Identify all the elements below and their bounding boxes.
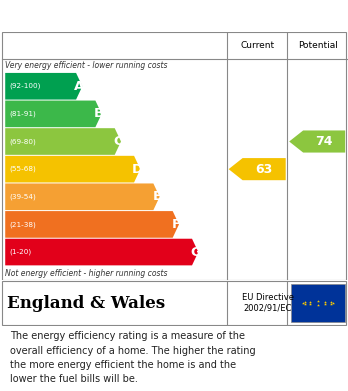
Polygon shape [5, 183, 160, 210]
Text: The energy efficiency rating is a measure of the
overall efficiency of a home. T: The energy efficiency rating is a measur… [10, 331, 256, 384]
Text: (21-38): (21-38) [9, 221, 36, 228]
Text: (69-80): (69-80) [9, 138, 36, 145]
Polygon shape [5, 239, 198, 265]
Polygon shape [289, 131, 345, 152]
Text: EU Directive
2002/91/EC: EU Directive 2002/91/EC [242, 293, 294, 313]
Text: (92-100): (92-100) [9, 83, 41, 90]
Bar [291, 284, 345, 322]
Text: G: G [190, 246, 201, 258]
Polygon shape [5, 156, 140, 183]
Text: 74: 74 [315, 135, 333, 148]
Text: Not energy efficient - higher running costs: Not energy efficient - higher running co… [5, 269, 168, 278]
Text: B: B [94, 108, 104, 120]
Polygon shape [5, 128, 121, 155]
Polygon shape [5, 100, 102, 127]
Polygon shape [5, 73, 82, 100]
Text: (55-68): (55-68) [9, 166, 36, 172]
Text: Energy Efficiency Rating: Energy Efficiency Rating [7, 9, 228, 23]
Polygon shape [5, 211, 179, 238]
Text: Current: Current [240, 41, 274, 50]
Text: F: F [172, 218, 181, 231]
Text: Potential: Potential [298, 41, 338, 50]
Polygon shape [229, 158, 286, 180]
Text: D: D [132, 163, 143, 176]
Text: England & Wales: England & Wales [7, 294, 165, 312]
Text: Very energy efficient - lower running costs: Very energy efficient - lower running co… [5, 61, 168, 70]
Text: (39-54): (39-54) [9, 194, 36, 200]
Text: (81-91): (81-91) [9, 111, 36, 117]
Text: 63: 63 [255, 163, 273, 176]
Text: C: C [113, 135, 123, 148]
Text: (1-20): (1-20) [9, 249, 32, 255]
Text: E: E [152, 190, 161, 203]
Text: A: A [74, 80, 85, 93]
